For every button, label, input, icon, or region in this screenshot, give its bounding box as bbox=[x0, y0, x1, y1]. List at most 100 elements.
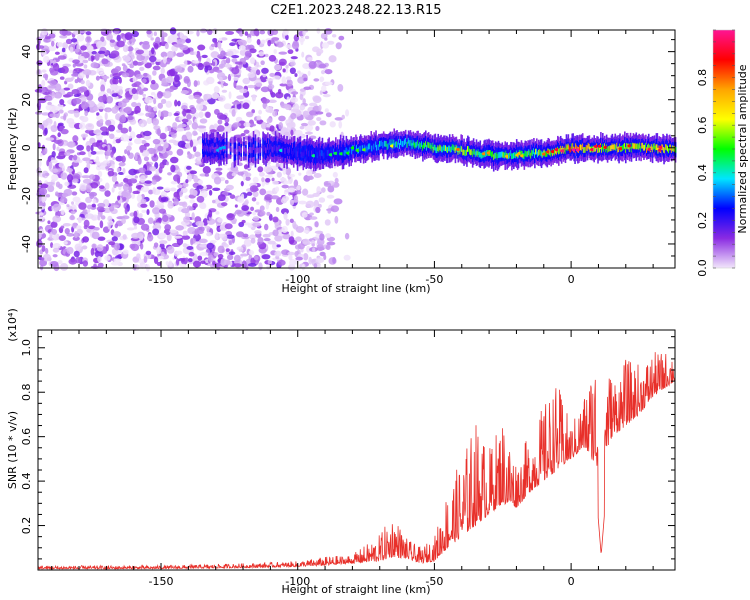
spectrogram-noise-cell bbox=[179, 263, 187, 268]
spectrogram-signal-cell bbox=[617, 146, 619, 153]
spectrogram-noise-cell bbox=[315, 257, 325, 264]
spectrogram-signal-cell bbox=[266, 147, 268, 154]
spectrogram-signal-cell bbox=[248, 147, 251, 153]
spectrogram-noise-cell bbox=[235, 231, 245, 238]
spectrogram-noise-cell bbox=[239, 88, 248, 94]
spectrogram-signal-cell bbox=[335, 148, 337, 155]
spectrogram-signal-cell bbox=[211, 145, 214, 152]
spectrogram-signal-cell bbox=[300, 151, 303, 158]
spectrogram-noise-cell bbox=[150, 82, 159, 91]
spectrogram-signal-cell bbox=[328, 149, 330, 156]
spectrogram-noise-cell bbox=[85, 122, 95, 131]
spectrogram-noise-cell bbox=[334, 177, 339, 184]
spectrogram-noise-cell bbox=[96, 206, 105, 211]
colorbar-tick-label: 0.0 bbox=[696, 259, 709, 277]
spectrogram-signal-cell bbox=[567, 143, 570, 150]
spectrogram-signal-cell bbox=[408, 140, 411, 146]
spectrogram-noise-cell bbox=[41, 245, 46, 252]
spectrogram-signal-cell bbox=[304, 149, 307, 156]
spectrogram-noise-cell bbox=[129, 64, 135, 69]
spectrogram-signal-cell bbox=[402, 141, 404, 147]
spectrogram-signal-cell bbox=[463, 149, 465, 156]
spectrogram-noise-cell bbox=[47, 96, 53, 101]
spectrogram-signal-cell bbox=[434, 144, 437, 151]
spectrogram-signal-cell bbox=[628, 146, 631, 153]
spectrogram-noise-cell bbox=[79, 86, 88, 93]
spectrogram-noise-cell bbox=[325, 233, 332, 239]
spectrogram-noise-cell bbox=[291, 41, 300, 50]
spectrogram-noise-cell bbox=[227, 50, 234, 57]
spectrogram-noise-cell bbox=[86, 209, 91, 213]
spectrogram-noise-cell bbox=[208, 189, 213, 196]
spectrogram-noise-cell bbox=[71, 88, 80, 95]
spectrogram-noise-cell bbox=[148, 74, 152, 82]
spectrogram-signal-cell bbox=[308, 150, 310, 157]
snr-scale-label: (x10⁴) bbox=[6, 308, 19, 342]
spectrogram-noise-cell bbox=[153, 42, 159, 50]
spectrogram-noise-cell bbox=[44, 35, 51, 40]
spectrogram-noise-cell bbox=[133, 216, 140, 224]
spectrogram-noise-cell bbox=[176, 148, 184, 156]
spectrogram-noise-cell bbox=[267, 84, 275, 90]
spectrogram-noise-cell bbox=[108, 124, 116, 132]
spectrogram-noise-cell bbox=[315, 111, 324, 115]
spectrogram-signal-cell bbox=[420, 143, 422, 149]
spectrogram-noise-cell bbox=[192, 145, 197, 153]
spectrogram-noise-cell bbox=[185, 179, 189, 184]
spectrogram-noise-cell bbox=[52, 247, 60, 253]
spectrogram-noise-cell bbox=[196, 185, 204, 190]
spectrogram-signal-cell bbox=[359, 145, 362, 152]
spectrogram-noise-cell bbox=[303, 229, 309, 234]
spectrogram-noise-cell bbox=[64, 227, 70, 235]
spectrogram-noise-cell bbox=[307, 120, 316, 126]
spectrogram-noise-cell bbox=[153, 242, 159, 248]
spectrogram-noise-cell bbox=[248, 123, 257, 127]
spectrogram-signal-cell bbox=[503, 151, 506, 158]
spectrogram-noise-cell bbox=[271, 37, 280, 41]
spectrogram-noise-cell bbox=[260, 39, 266, 45]
spectrogram-signal-cell bbox=[566, 145, 569, 152]
spectrogram-noise-cell bbox=[250, 66, 259, 71]
spectrogram-noise-cell bbox=[243, 121, 251, 128]
spectrogram-signal-cell bbox=[435, 147, 438, 154]
spectrogram-signal-cell bbox=[237, 148, 240, 155]
spectrogram-noise-cell bbox=[242, 77, 251, 85]
spectrogram-signal-cell bbox=[561, 145, 564, 152]
spectrogram-noise-cell bbox=[117, 88, 124, 96]
spectrogram-noise-cell bbox=[190, 238, 194, 246]
spectrogram-signal-cell bbox=[535, 148, 538, 155]
spectrogram-noise-cell bbox=[285, 64, 289, 69]
spectrogram-noise-cell bbox=[294, 129, 303, 136]
spectrogram-noise-cell bbox=[44, 127, 48, 135]
spectrogram-noise-cell bbox=[72, 196, 81, 202]
spectrogram-noise-cell bbox=[147, 147, 156, 155]
spectrogram-noise-cell bbox=[120, 133, 129, 142]
spectrogram-signal-cell bbox=[498, 152, 501, 158]
spectrogram-signal-cell bbox=[297, 147, 300, 154]
spectrogram-noise-cell bbox=[112, 73, 121, 77]
spectrogram-signal-cell bbox=[586, 145, 589, 152]
spectrogram-signal-cell bbox=[582, 147, 585, 153]
spectrogram-noise-cell bbox=[302, 63, 311, 69]
spectrogram-noise-cell bbox=[252, 222, 261, 227]
spectrogram-noise-cell bbox=[280, 208, 290, 215]
spectrogram-signal-cell bbox=[289, 146, 291, 153]
spectrogram-noise-cell bbox=[93, 263, 97, 268]
spectrogram-noise-cell bbox=[96, 102, 106, 110]
spectrogram-signal-cell bbox=[652, 144, 655, 150]
spectrogram-signal-cell bbox=[446, 147, 449, 153]
spectrogram-signal-cell bbox=[536, 151, 539, 158]
spectrogram-noise-cell bbox=[81, 245, 88, 250]
spectrogram-noise-cell bbox=[112, 76, 121, 80]
spectrogram-signal-cell bbox=[645, 142, 647, 149]
spectrogram-noise-cell bbox=[175, 127, 185, 132]
spectrogram-noise-cell bbox=[59, 76, 65, 80]
spectrogram-noise-cell bbox=[96, 41, 105, 49]
spectrogram-x-tick-label: -150 bbox=[149, 273, 174, 286]
spectrogram-noise-cell bbox=[296, 185, 301, 191]
spectrogram-noise-cell bbox=[46, 159, 50, 167]
spectrogram-noise-cell bbox=[231, 55, 240, 59]
spectrogram-noise-cell bbox=[212, 187, 221, 192]
spectrogram-noise-cell bbox=[243, 200, 249, 205]
spectrogram-noise-cell bbox=[258, 109, 263, 115]
